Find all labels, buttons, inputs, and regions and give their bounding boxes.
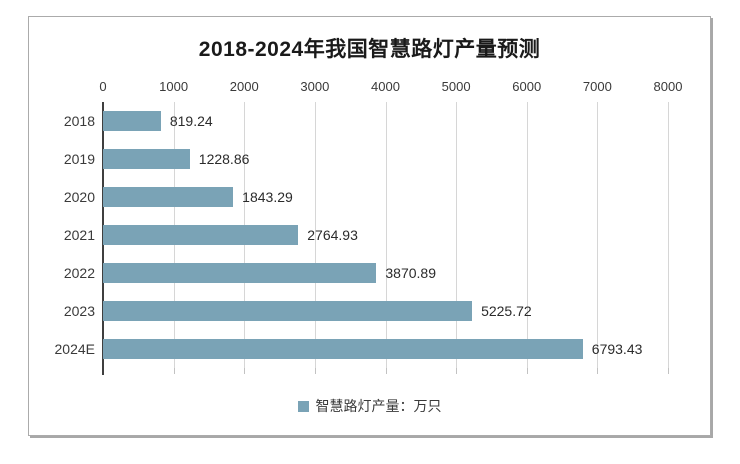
x-tick-label: 0: [99, 79, 107, 94]
legend: 智慧路灯产量：万只: [29, 396, 710, 416]
y-category-label: 2019: [63, 151, 95, 167]
y-category-label: 2021: [63, 227, 95, 243]
bar-value-label: 1228.86: [198, 151, 250, 167]
x-tick-label: 7000: [582, 79, 612, 94]
legend-swatch-icon: [297, 400, 309, 412]
bar: [103, 225, 299, 245]
bar: [103, 263, 377, 283]
axis-tick: [385, 368, 387, 374]
axis-tick: [668, 368, 669, 374]
bar-value-label: 819.24: [169, 113, 213, 129]
x-tick-label: 8000: [653, 79, 683, 94]
gridline: [597, 102, 599, 368]
x-tick-label: 1000: [159, 79, 189, 94]
bar: [103, 339, 583, 359]
axis-tick: [526, 368, 528, 374]
x-tick-label: 2000: [229, 79, 259, 94]
gridline: [314, 102, 316, 368]
bar-value-label: 1843.29: [242, 189, 293, 205]
gridline: [668, 102, 669, 368]
x-tick-label: 4000: [371, 79, 400, 94]
gridline: [456, 102, 458, 368]
bar-value-label: 2764.93: [307, 227, 358, 243]
y-category-label: 2018: [63, 113, 95, 129]
axis-tick: [314, 368, 316, 374]
legend-label: 智慧路灯产量：万只: [315, 398, 442, 414]
axis-tick: [244, 368, 246, 374]
axis-tick: [597, 368, 599, 374]
y-category-label: 2022: [63, 265, 95, 281]
x-tick-label: 5000: [441, 79, 471, 94]
bar: [103, 301, 473, 321]
x-tick-label: 3000: [300, 79, 330, 94]
bar-value-label: 5225.72: [481, 303, 532, 319]
x-axis: 0 1000 2000 3000 4000 5000 6000 7000 8000: [29, 79, 710, 97]
chart-title: 2018-2024年我国智慧路灯产量预测: [198, 38, 541, 61]
y-category-label: 2024E: [54, 341, 95, 357]
axis-tick: [456, 368, 458, 374]
chart-container: 2018-2024年我国智慧路灯产量预测 0 1000 2000 3000 4000 50…: [28, 16, 711, 436]
gridline: [385, 102, 387, 368]
bar: [103, 111, 161, 131]
y-category-label: 2023: [63, 303, 95, 319]
y-category-label: 2020: [63, 189, 95, 205]
bar: [103, 187, 234, 207]
gridline: [526, 102, 528, 368]
bar: [103, 149, 190, 169]
bar-value-label: 6793.43: [591, 341, 643, 357]
axis-tick: [173, 368, 175, 374]
x-tick-label: 6000: [512, 79, 542, 94]
bar-value-label: 3870.89: [385, 265, 436, 281]
